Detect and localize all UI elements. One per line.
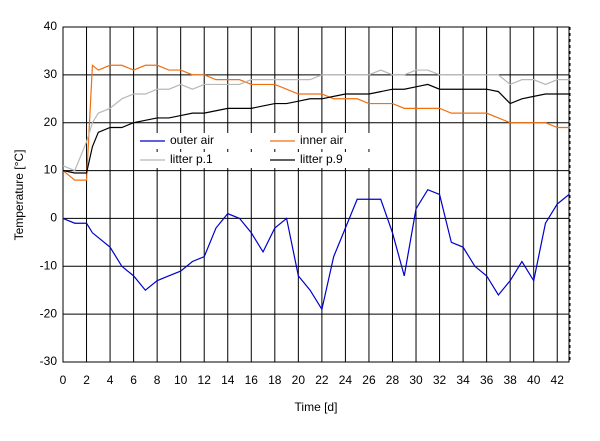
y-tick-label: 0	[50, 211, 57, 225]
x-tick-label: 42	[551, 373, 565, 387]
y-tick-label: 20	[44, 115, 58, 129]
x-axis-label: Time [d]	[295, 400, 338, 414]
x-tick-label: 16	[245, 373, 259, 387]
x-tick-label: 24	[339, 373, 353, 387]
legend-bg	[136, 133, 262, 149]
x-tick-label: 28	[386, 373, 400, 387]
x-tick-label: 36	[480, 373, 494, 387]
legend-label: inner air	[300, 133, 343, 147]
y-tick-label: -10	[40, 258, 58, 272]
x-tick-label: 22	[315, 373, 329, 387]
x-tick-label: 8	[154, 373, 161, 387]
x-tick-label: 2	[83, 373, 90, 387]
x-tick-label: 10	[174, 373, 188, 387]
series-line	[62, 69, 569, 172]
legend-bg	[136, 152, 262, 168]
x-tick-label: 12	[198, 373, 212, 387]
legend-bg	[266, 152, 392, 168]
x-tick-label: 14	[221, 373, 235, 387]
x-tick-label: 18	[268, 373, 282, 387]
x-tick-label: 20	[292, 373, 306, 387]
plot-area	[62, 26, 570, 363]
x-tick-label: 0	[60, 373, 67, 387]
legend-label: outer air	[170, 133, 214, 147]
y-tick-label: 30	[44, 67, 58, 81]
x-tick-label: 40	[527, 373, 541, 387]
legend-label: litter p.1	[170, 152, 213, 166]
x-tick-label: 26	[362, 373, 376, 387]
y-tick-label: -20	[40, 306, 58, 320]
y-tick-label: 10	[44, 163, 58, 177]
x-tick-label: 38	[503, 373, 517, 387]
y-tick-label: 40	[44, 19, 58, 33]
x-tick-label: 4	[107, 373, 114, 387]
x-tick-label: 32	[433, 373, 447, 387]
x-tick-label: 34	[456, 373, 470, 387]
y-axis-label: Temperature [°C]	[12, 150, 26, 241]
legend-label: litter p.9	[300, 152, 343, 166]
x-tick-label: 6	[130, 373, 137, 387]
series-line	[62, 188, 570, 311]
x-tick-label: 30	[409, 373, 423, 387]
y-tick-label: -30	[40, 354, 58, 368]
series-line	[62, 83, 569, 174]
series-line	[62, 64, 569, 181]
legend-bg	[266, 133, 392, 149]
